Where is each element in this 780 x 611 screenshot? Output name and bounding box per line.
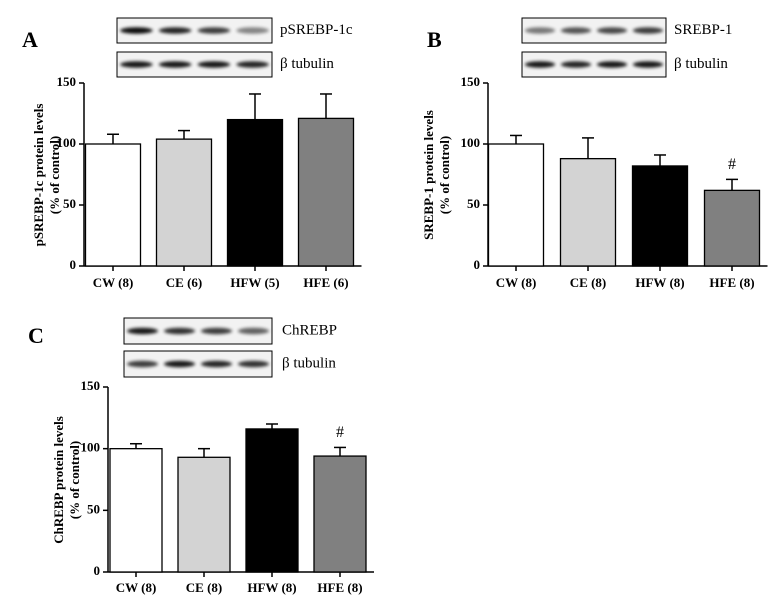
x-tick-label: CW (8) — [116, 580, 157, 595]
x-tick-label: CE (8) — [570, 275, 606, 290]
y-tick-label: 150 — [461, 74, 481, 89]
annotation: # — [728, 156, 736, 173]
blot-band — [596, 27, 628, 34]
blot-band — [596, 61, 628, 68]
x-tick-label: HFE (8) — [709, 275, 754, 290]
y-tick-label: 0 — [94, 563, 101, 578]
blot-band — [524, 27, 556, 34]
y-tick-label: 100 — [81, 440, 101, 455]
x-tick-label: CE (6) — [166, 275, 202, 290]
blot-band — [163, 360, 196, 368]
blot-band — [632, 61, 664, 68]
bar — [487, 143, 545, 267]
y-tick-label: 50 — [87, 501, 100, 516]
y-tick-label: 50 — [467, 196, 480, 211]
x-tick-label: CE (8) — [186, 580, 222, 595]
y-axis-label: (% of control) — [67, 441, 82, 519]
blot-band — [197, 61, 231, 68]
y-tick-label: 150 — [57, 74, 77, 89]
x-tick-label: CW (8) — [496, 275, 537, 290]
blot-label: ChREBP — [282, 322, 337, 338]
blot-band — [120, 61, 153, 68]
y-axis-label: (% of control) — [47, 136, 62, 214]
bar — [313, 455, 367, 573]
blot-label: SREBP-1 — [674, 22, 732, 38]
y-axis-label: pSREBP-1c protein levels — [31, 104, 46, 247]
blot-band — [237, 360, 270, 368]
blot-band — [560, 27, 592, 34]
blot-label: β tubulin — [282, 355, 336, 371]
blot-band — [120, 27, 153, 34]
y-axis-label: (% of control) — [437, 136, 452, 214]
x-tick-label: HFE (8) — [317, 580, 362, 595]
blot-band — [200, 360, 233, 368]
panel-label: A — [22, 27, 38, 52]
y-axis-label: SREBP-1 protein levels — [421, 110, 436, 240]
blot-band — [237, 327, 270, 335]
y-tick-label: 50 — [63, 196, 76, 211]
panel-label: B — [427, 27, 442, 52]
bar — [177, 456, 231, 573]
blot-band — [158, 61, 192, 68]
x-tick-label: HFW (5) — [230, 275, 279, 290]
blot-band — [126, 360, 159, 368]
y-tick-label: 0 — [474, 257, 481, 272]
x-tick-label: CW (8) — [93, 275, 134, 290]
y-tick-label: 0 — [70, 257, 77, 272]
blot-band — [197, 27, 231, 34]
blot-band — [236, 61, 269, 68]
blot-band — [632, 27, 664, 34]
bar — [297, 117, 355, 267]
bar — [109, 448, 163, 573]
bar — [245, 428, 299, 573]
blot-label: β tubulin — [674, 56, 728, 72]
x-tick-label: HFW (8) — [635, 275, 684, 290]
blot-label: pSREBP-1c — [280, 22, 353, 38]
bar — [226, 118, 284, 267]
bar — [631, 165, 689, 267]
blot-band — [200, 327, 233, 335]
bar — [155, 138, 213, 267]
y-axis-label: ChREBP protein levels — [51, 416, 66, 544]
blot-band — [163, 327, 196, 335]
panel-label: C — [28, 323, 44, 348]
y-tick-label: 100 — [461, 135, 481, 150]
y-tick-label: 100 — [57, 135, 77, 150]
blot-band — [560, 61, 592, 68]
y-tick-label: 150 — [81, 378, 101, 393]
bar — [703, 189, 761, 267]
annotation: # — [336, 424, 344, 441]
blot-label: β tubulin — [280, 56, 334, 72]
blot-band — [524, 61, 556, 68]
x-tick-label: HFE (6) — [303, 275, 348, 290]
x-tick-label: HFW (8) — [247, 580, 296, 595]
blot-band — [236, 27, 269, 34]
blot-band — [126, 327, 159, 335]
blot-band — [158, 27, 192, 34]
bar — [84, 143, 142, 267]
bar — [559, 157, 617, 267]
